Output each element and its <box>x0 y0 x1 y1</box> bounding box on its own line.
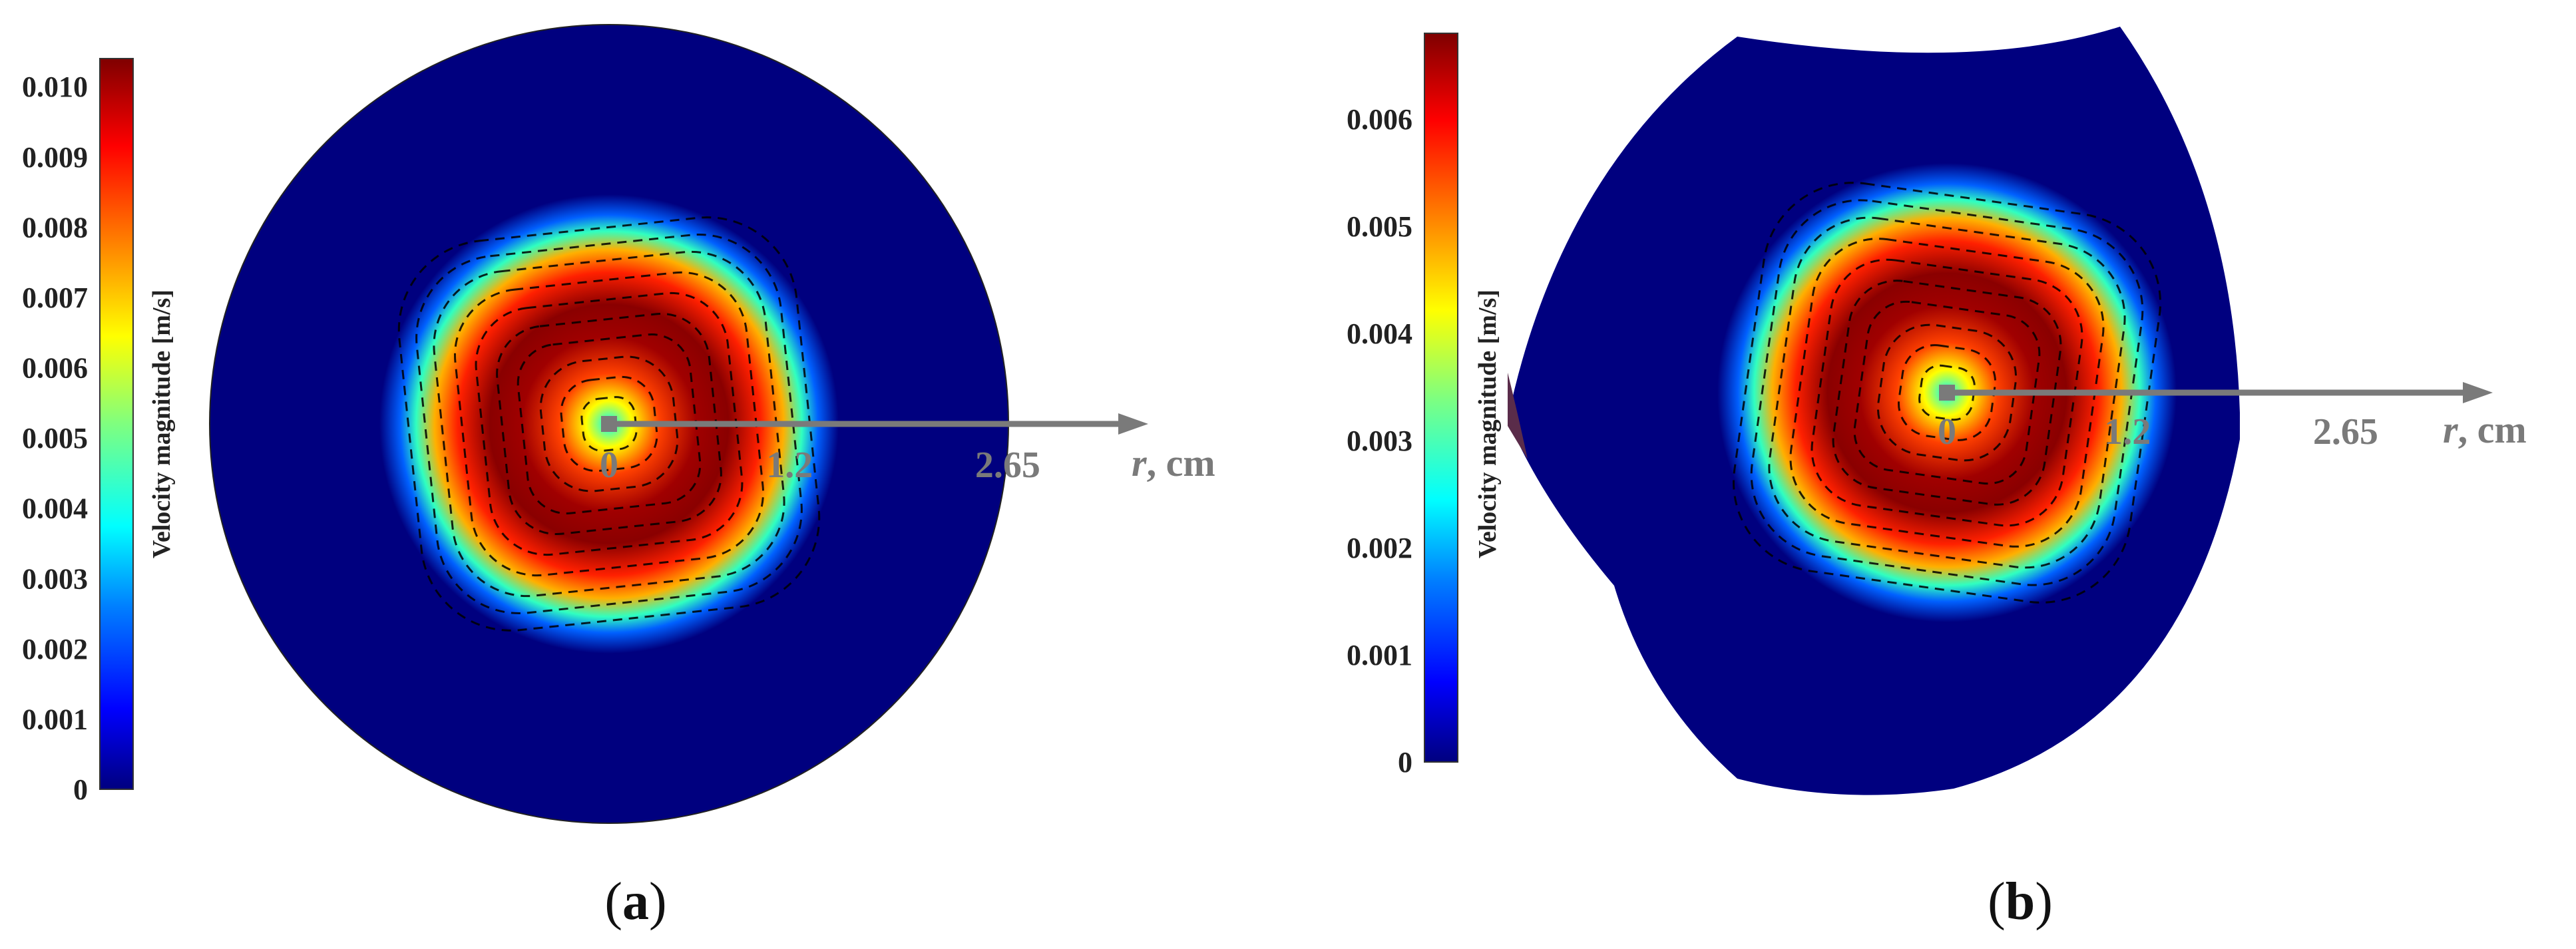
r-axis-arrowhead <box>1118 413 1148 435</box>
colorbar-tick-label: 0.002 <box>1347 532 1412 564</box>
velocity-field-b: 0 1.2 2.65 r, cm <box>1508 27 2527 795</box>
colorbar-tick-label: 0.006 <box>1347 103 1412 136</box>
streamline <box>517 333 702 514</box>
colorbar-tick-label: 0.004 <box>1347 317 1412 350</box>
streamline <box>415 233 803 615</box>
colorbar-tick-label: 0.003 <box>22 562 88 595</box>
colorbar-title: Velocity magnitude [m/s] <box>1474 289 1502 558</box>
colorbar-tick-label: 0.004 <box>22 492 88 525</box>
colorbar-tick-label: 0.009 <box>22 141 88 174</box>
streamline <box>539 355 679 492</box>
velocity-plot-b: 0 0.001 0.002 0.003 0.004 0.005 0.006 Velocity … <box>1347 27 2527 795</box>
r-axis: 0 1.2 2.65 r, cm <box>1938 382 2527 453</box>
streamline <box>1832 280 2062 506</box>
r-axis-unit: , cm <box>1147 441 1215 484</box>
streamline <box>453 271 765 577</box>
streamline <box>1897 344 1997 441</box>
streamline <box>397 216 821 632</box>
panel-a: 0 0.001 0.002 0.003 0.004 0.005 0.006 0.007 0.00… <box>22 24 1215 931</box>
r-axis-tick-label: 1.2 <box>2104 411 2151 453</box>
r-axis-arrowhead <box>2463 382 2493 403</box>
streamline <box>560 375 658 473</box>
streamline <box>1876 323 2018 462</box>
colorbar-tick-label: 0.010 <box>22 71 88 103</box>
streamline <box>1768 216 2126 569</box>
colorbar-tick-label: 0.001 <box>1347 639 1412 671</box>
colorbar-tick-label: 0.003 <box>1347 425 1412 457</box>
clipped-domain <box>1508 27 2240 795</box>
panel-b: 0 0.001 0.002 0.003 0.004 0.005 0.006 Velocity … <box>1288 0 2576 949</box>
colorbar-gradient <box>1424 33 1458 763</box>
colorbar-tick-label: 0 <box>1398 746 1412 779</box>
velocity-field-a: 0 1.2 2.65 r, cm <box>209 24 1215 824</box>
velocity-plot-a: 0 0.001 0.002 0.003 0.004 0.005 0.006 0.007 0.00… <box>22 24 1215 824</box>
r-axis-tick-label: 0 <box>600 445 618 486</box>
streamline <box>1732 182 2162 604</box>
streamline <box>1811 258 2083 527</box>
r-axis-unit: , cm <box>2458 408 2527 451</box>
colorbar-tick-label: 0.007 <box>22 282 88 314</box>
streamline <box>1789 238 2105 548</box>
streamline <box>496 312 722 536</box>
colorbar-b: 0 0.001 0.002 0.003 0.004 0.005 0.006 Velocity … <box>1347 33 1502 779</box>
r-axis-symbol: r <box>1132 441 1147 484</box>
colorbar-tick-label: 0.005 <box>22 422 88 455</box>
caption-label-b: b <box>2005 872 2036 931</box>
r-axis-tick-label: 2.65 <box>2313 411 2378 453</box>
r-axis-label: r, cm <box>1132 441 1215 484</box>
panel-caption-a: (a) <box>604 872 667 931</box>
caption-label-a: a <box>622 872 649 931</box>
colorbar-tick-label: 0.008 <box>22 211 88 244</box>
colorbar-tick-label: 0.001 <box>22 703 88 735</box>
colorbar-gradient <box>99 58 134 790</box>
panel-caption-b: (b) <box>1988 872 2053 931</box>
colorbar-tick-label: 0.002 <box>22 633 88 665</box>
domain-edge-sliver <box>1508 373 1528 459</box>
streamline <box>433 250 785 598</box>
streamline <box>1750 199 2144 586</box>
colorbar-tick-label: 0.005 <box>1347 210 1412 243</box>
r-axis-tick-label: 0 <box>1938 411 1956 453</box>
streamline <box>1918 364 1976 421</box>
r-axis-symbol: r <box>2443 408 2458 451</box>
r-axis-label: r, cm <box>2443 408 2527 451</box>
streamline <box>475 291 744 556</box>
colorbar-tick-label: 0.006 <box>22 352 88 385</box>
r-axis-tick-label: 2.65 <box>975 445 1040 486</box>
streamline <box>1853 300 2041 485</box>
colorbar-tick-label: 0 <box>73 773 88 806</box>
colorbar-a: 0 0.001 0.002 0.003 0.004 0.005 0.006 0.007 0.00… <box>22 58 176 806</box>
r-axis: 0 1.2 2.65 r, cm <box>600 413 1215 486</box>
r-axis-tick-label: 1.2 <box>766 445 813 486</box>
colorbar-title: Velocity magnitude [m/s] <box>148 289 176 558</box>
